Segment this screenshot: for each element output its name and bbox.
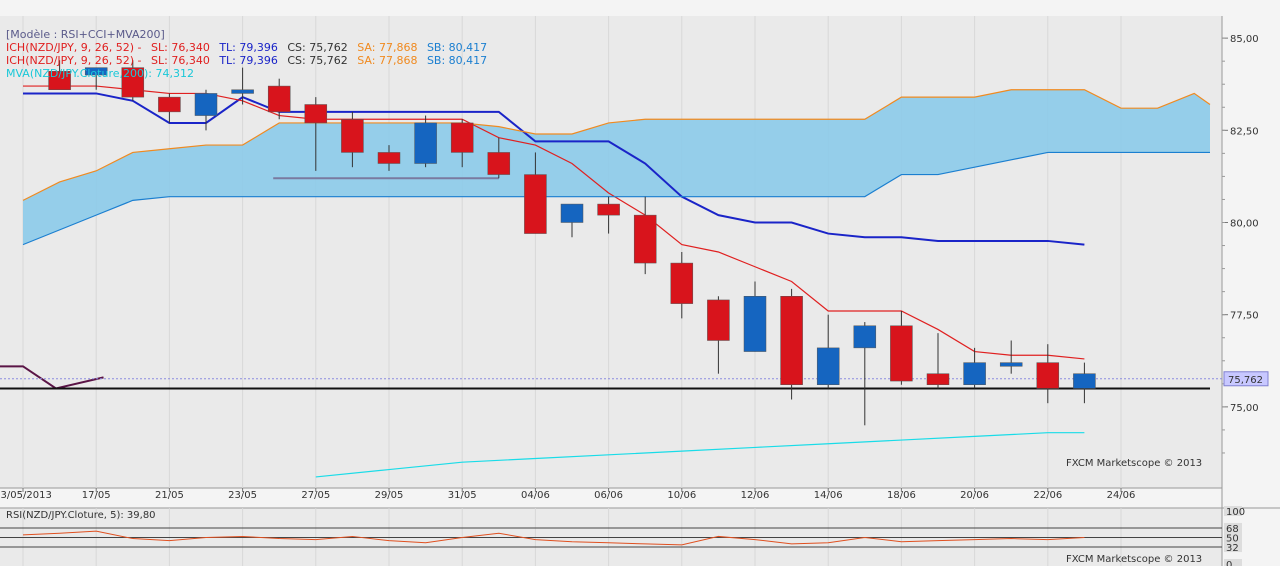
candle-bear	[158, 96, 181, 113]
ich-sb-2: SB: 80,417	[427, 54, 487, 67]
mva-legend: MVA(NZD/JPY.Cloture,200): 74,312	[6, 67, 194, 80]
ich-sl: SL: 76,340	[151, 41, 210, 54]
rsi-tick-bg	[1224, 506, 1242, 516]
cloud-fill	[23, 89, 1210, 245]
current-price-label: 75,762	[1228, 375, 1263, 386]
candle-bear	[304, 104, 328, 124]
time-axis: 13/05/2013 17/05 21/05 23/05 27/05 29/05 31/05…	[0, 488, 1135, 501]
y-tick-label: 85,00	[1230, 34, 1259, 45]
candle-bear	[597, 203, 620, 216]
y-tick-label: 80,00	[1230, 219, 1259, 230]
candle-bull	[743, 296, 767, 352]
candle-bear	[121, 67, 145, 98]
watermark-main: FXCM Marketscope © 2013	[1066, 458, 1202, 469]
rsi-tick-label: 0	[1226, 560, 1232, 566]
x-tick-label: 17/05	[82, 490, 111, 501]
candle-bear	[780, 296, 803, 385]
candle-bull	[84, 67, 108, 76]
x-tick-label: 14/06	[814, 490, 843, 501]
candle-bull	[1073, 373, 1096, 389]
rsi-tick-label: 50	[1226, 534, 1239, 545]
line-mva	[315, 432, 1085, 478]
candle-bear	[524, 174, 547, 234]
line-tl	[23, 92, 1085, 246]
candle-bull	[194, 93, 218, 116]
indicator-lines	[0, 85, 1222, 478]
rsi-tick-bg	[1224, 532, 1242, 543]
candle-bear	[450, 122, 474, 153]
ich-cs-2: CS: 75,762	[287, 54, 347, 67]
current-price-tag	[1223, 371, 1269, 387]
x-tick-label: 27/05	[301, 490, 330, 501]
ich-tl: TL: 79,396	[218, 41, 278, 54]
candle-bull	[999, 362, 1023, 367]
y-tick-label: 82,50	[1230, 126, 1259, 137]
line-sa	[22, 89, 1211, 201]
candle-bear	[48, 71, 71, 90]
rsi-line	[22, 530, 1085, 546]
x-tick-label: 29/05	[375, 490, 404, 501]
ichimoku-cloud	[23, 89, 1210, 245]
price-axis: 85,00 82,50 80,00 77,50 75,00	[1222, 34, 1259, 454]
candle-bear	[633, 214, 657, 264]
candle-bull	[853, 325, 877, 349]
candle-bear	[341, 119, 364, 153]
x-tick-label: 10/06	[667, 490, 696, 501]
model-label: [Modèle : RSI+CCI+MVA200]	[6, 28, 165, 41]
candle-bull	[414, 122, 437, 164]
candle-bear	[1036, 362, 1060, 389]
x-tick-label: 23/05	[228, 490, 257, 501]
ich-sa-2: SA: 77,868	[357, 54, 417, 67]
line-cs	[0, 365, 104, 390]
x-tick-label: 06/06	[594, 490, 623, 501]
candles	[48, 60, 1096, 426]
ich-cs: CS: 75,762	[287, 41, 347, 54]
ich-sl-2: SL: 76,340	[151, 54, 210, 67]
ich-sb: SB: 80,417	[427, 41, 487, 54]
line-sl	[23, 85, 1085, 360]
ich-tl-2: TL: 79,396	[218, 54, 278, 67]
y-tick-label: 77,50	[1230, 311, 1259, 322]
rsi-tick-label: 32	[1226, 543, 1239, 554]
x-tick-label: 31/05	[448, 490, 477, 501]
y-tick-label: 75,00	[1230, 403, 1259, 414]
rsi-tick-bg	[1224, 559, 1242, 566]
ich-sa: SA: 77,868	[357, 41, 417, 54]
x-tick-label: 22/06	[1033, 490, 1062, 501]
ich-prefix-2: ICH(NZD/JPY, 9, 26, 52) -	[6, 54, 142, 67]
candle-bear	[377, 152, 401, 164]
rsi-legend: RSI(NZD/JPY.Cloture, 5): 39,80	[6, 510, 156, 521]
rsi-tick-label: 100	[1226, 507, 1245, 518]
rsi-tick-bg	[1224, 542, 1242, 553]
x-tick-label: 24/06	[1107, 490, 1136, 501]
ich-prefix: ICH(NZD/JPY, 9, 26, 52) -	[6, 41, 142, 54]
candle-bull	[560, 203, 584, 223]
candle-bear	[267, 85, 291, 113]
rsi-tick-bg	[1224, 522, 1242, 533]
x-tick-label: 04/06	[521, 490, 550, 501]
ich-legend-2: ICH(NZD/JPY, 9, 26, 52) - SL: 76,340 TL:…	[6, 54, 487, 67]
rsi-tick-label: 68	[1226, 524, 1239, 535]
x-tick-label: 21/05	[155, 490, 184, 501]
x-tick-label: 13/05/2013	[0, 490, 52, 501]
line-sb	[22, 151, 1210, 246]
main-plot-area	[0, 16, 1222, 488]
candle-bear	[890, 325, 913, 382]
candle-bull	[231, 89, 254, 94]
candle-bear	[670, 262, 694, 304]
candle-bear	[926, 373, 950, 385]
candle-bull	[963, 362, 986, 385]
x-tick-label: 18/06	[887, 490, 916, 501]
ich-legend-1: ICH(NZD/JPY, 9, 26, 52) - SL: 76,340 TL:…	[6, 41, 487, 54]
x-tick-label: 20/06	[960, 490, 989, 501]
watermark-rsi: FXCM Marketscope © 2013	[1066, 554, 1202, 565]
candle-bull	[816, 347, 840, 385]
candle-bear	[707, 299, 730, 341]
candle-bear	[487, 152, 511, 175]
x-tick-label: 12/06	[741, 490, 770, 501]
